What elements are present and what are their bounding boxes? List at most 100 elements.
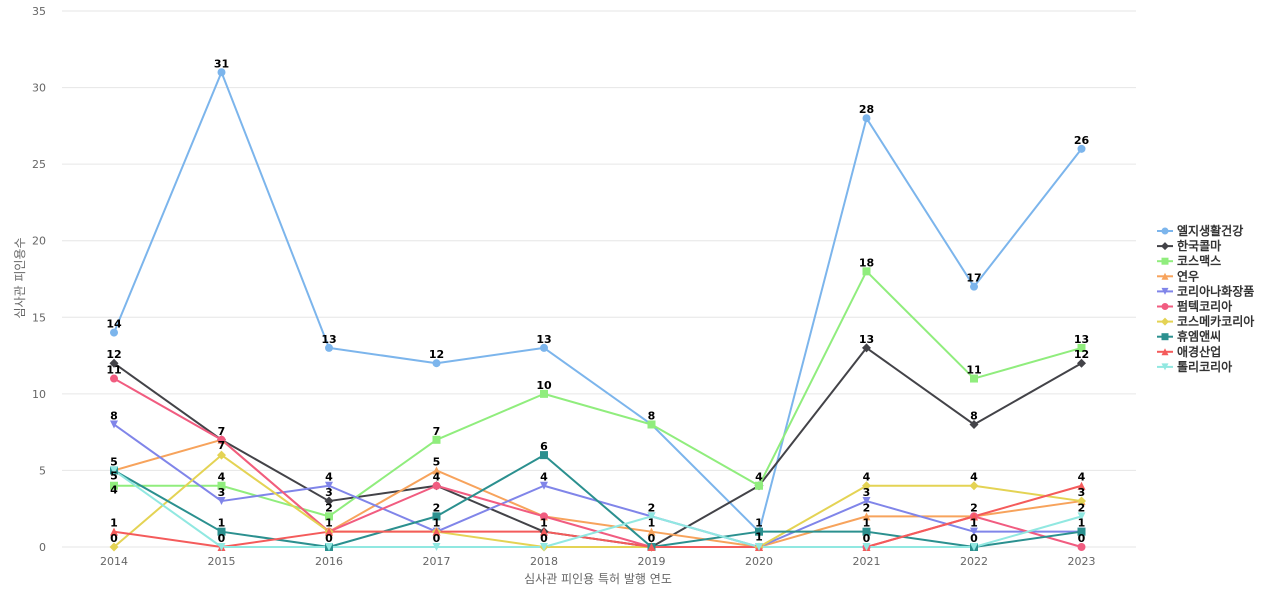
data-point[interactable] <box>970 527 978 536</box>
data-point[interactable] <box>217 543 226 551</box>
legend-marker <box>1161 287 1169 295</box>
data-point[interactable] <box>110 374 118 383</box>
data-point[interactable] <box>540 527 548 536</box>
data-point[interactable] <box>432 543 441 551</box>
data-point[interactable] <box>1077 512 1086 521</box>
data-point[interactable] <box>1077 496 1086 506</box>
data-point[interactable] <box>110 328 118 337</box>
data-point[interactable] <box>647 527 656 536</box>
data-point[interactable] <box>217 497 226 506</box>
data-point[interactable] <box>970 512 978 521</box>
legend-item[interactable]: 펌텍코리아 <box>1157 299 1232 314</box>
data-label: 0 <box>110 532 118 545</box>
data-point[interactable] <box>647 543 656 551</box>
data-label: 18 <box>859 256 874 269</box>
data-point[interactable] <box>110 527 118 536</box>
data-label: 7 <box>218 425 226 438</box>
legend-item[interactable]: 코리아나화장품 <box>1157 283 1254 298</box>
legend-item[interactable]: 휴엠앤씨 <box>1157 329 1221 344</box>
data-point[interactable] <box>755 543 763 551</box>
data-label: 1 <box>755 517 763 530</box>
data-point[interactable] <box>109 358 119 368</box>
data-point[interactable] <box>1077 527 1086 536</box>
data-point[interactable] <box>970 543 978 551</box>
legend-marker <box>1161 348 1169 356</box>
data-point[interactable] <box>540 343 548 352</box>
data-point[interactable] <box>862 512 871 521</box>
legend-item[interactable]: 연우 <box>1157 268 1199 283</box>
legend-label: 톨리코리아 <box>1177 359 1232 374</box>
data-point[interactable] <box>862 527 871 536</box>
data-point[interactable] <box>862 267 871 276</box>
legend-item[interactable]: 코스맥스 <box>1157 253 1221 268</box>
data-label: 3 <box>325 486 333 499</box>
data-point[interactable] <box>324 496 334 506</box>
legend-item[interactable]: 한국콜마 <box>1157 238 1221 253</box>
data-point[interactable] <box>969 481 979 491</box>
data-point[interactable] <box>325 343 333 352</box>
data-point[interactable] <box>540 451 548 460</box>
data-point[interactable] <box>432 527 441 536</box>
legend-item[interactable]: 엘지생활건강 <box>1157 223 1243 238</box>
data-point[interactable] <box>1077 144 1086 153</box>
data-point[interactable] <box>540 543 548 551</box>
data-point[interactable] <box>110 466 118 475</box>
data-point[interactable] <box>109 542 119 552</box>
data-point[interactable] <box>325 527 333 536</box>
data-point[interactable] <box>862 114 871 123</box>
data-point[interactable] <box>1077 481 1086 490</box>
data-point[interactable] <box>432 359 441 368</box>
data-point[interactable] <box>432 481 441 490</box>
data-point[interactable] <box>970 282 978 291</box>
legend-label: 코스메카코리아 <box>1177 314 1254 329</box>
y-tick-label: 20 <box>32 235 46 248</box>
data-point[interactable] <box>540 481 548 490</box>
legend-item[interactable]: 코스메카코리아 <box>1157 314 1254 329</box>
data-point[interactable] <box>1077 543 1086 551</box>
data-point[interactable] <box>217 481 226 490</box>
data-point[interactable] <box>325 481 333 490</box>
data-point[interactable] <box>969 419 979 429</box>
data-point[interactable] <box>1077 343 1086 352</box>
legend-label: 애경산업 <box>1177 344 1221 359</box>
data-point[interactable] <box>540 512 548 521</box>
data-point[interactable] <box>1077 358 1086 368</box>
data-point[interactable] <box>110 420 118 429</box>
data-label: 4 <box>218 471 226 484</box>
data-point[interactable] <box>325 543 333 551</box>
data-point[interactable] <box>755 481 763 490</box>
data-point[interactable] <box>647 420 656 429</box>
data-point[interactable] <box>970 374 978 383</box>
data-point[interactable] <box>432 512 441 521</box>
data-point[interactable] <box>110 481 118 490</box>
data-label: 0 <box>970 532 978 545</box>
data-point[interactable] <box>862 497 871 506</box>
data-label: 2 <box>325 501 333 514</box>
data-point[interactable] <box>217 435 226 444</box>
data-point[interactable] <box>647 512 656 521</box>
data-point[interactable] <box>217 68 226 77</box>
data-label: 1 <box>648 517 656 530</box>
data-label: 0 <box>325 532 333 545</box>
data-point[interactable] <box>217 527 226 536</box>
data-point[interactable] <box>862 481 871 491</box>
legend-item[interactable]: 애경산업 <box>1157 344 1221 359</box>
data-point[interactable] <box>540 389 548 398</box>
data-label: 2 <box>863 501 871 514</box>
data-point[interactable] <box>217 450 226 460</box>
data-point[interactable] <box>432 466 441 475</box>
data-point[interactable] <box>755 527 763 536</box>
data-label: 5 <box>110 455 118 468</box>
data-label: 8 <box>110 409 118 422</box>
data-point[interactable] <box>862 543 871 551</box>
x-tick-label: 2023 <box>1068 555 1096 568</box>
data-label: 4 <box>433 471 441 484</box>
x-axis-ticks: 2014 2015 2016 2017 2018 2019 2020 2021 2022 2023 <box>100 555 1096 568</box>
legend-item[interactable]: 톨리코리아 <box>1157 359 1232 374</box>
data-point[interactable] <box>325 512 333 521</box>
data-label: 0 <box>433 532 441 545</box>
data-point[interactable] <box>862 343 871 353</box>
x-tick-label: 2014 <box>100 555 128 568</box>
data-point[interactable] <box>432 435 441 444</box>
x-tick-label: 2018 <box>530 555 558 568</box>
